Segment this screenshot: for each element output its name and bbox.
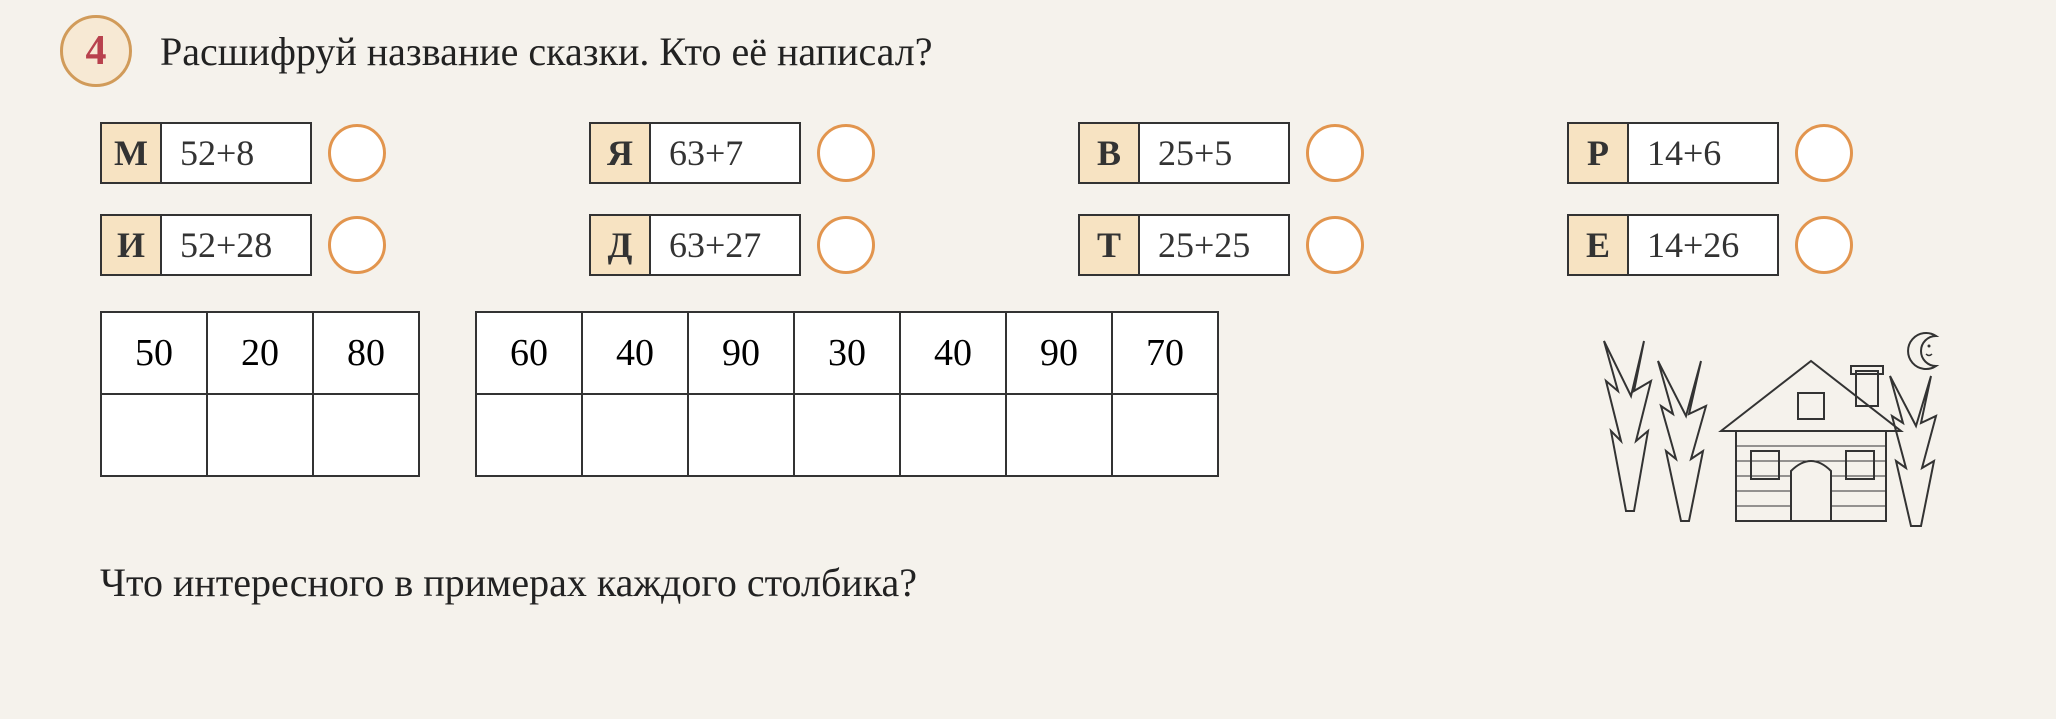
equation-block: М 52+8 xyxy=(100,122,489,184)
letter-box: Е xyxy=(1567,214,1629,276)
expression-box: 14+26 xyxy=(1629,214,1779,276)
header-cell: 90 xyxy=(1006,312,1112,394)
letter-box: И xyxy=(100,214,162,276)
answer-cell[interactable] xyxy=(688,394,794,476)
header-cell: 90 xyxy=(688,312,794,394)
equation-block: Р 14+6 xyxy=(1567,122,1956,184)
answer-circle[interactable] xyxy=(1306,124,1364,182)
answer-circle[interactable] xyxy=(1795,216,1853,274)
equation-block: В 25+5 xyxy=(1078,122,1467,184)
header-cell: 50 xyxy=(101,312,207,394)
answer-cell[interactable] xyxy=(1006,394,1112,476)
answer-cell[interactable] xyxy=(794,394,900,476)
equation-block: Я 63+7 xyxy=(589,122,978,184)
header-cell: 40 xyxy=(582,312,688,394)
answer-cell[interactable] xyxy=(476,394,582,476)
answer-cell[interactable] xyxy=(1112,394,1218,476)
answer-cell[interactable] xyxy=(101,394,207,476)
header-cell: 80 xyxy=(313,312,419,394)
answer-circle[interactable] xyxy=(328,216,386,274)
equation-block: Д 63+27 xyxy=(589,214,978,276)
task-number-badge: 4 xyxy=(60,15,132,87)
header-cell: 30 xyxy=(794,312,900,394)
answer-cell[interactable] xyxy=(207,394,313,476)
answer-cell[interactable] xyxy=(900,394,1006,476)
answer-cell[interactable] xyxy=(313,394,419,476)
equation-block: И 52+28 xyxy=(100,214,489,276)
expression-box: 14+6 xyxy=(1629,122,1779,184)
decode-table-1: 50 20 80 xyxy=(100,311,420,477)
bottom-section: 50 20 80 60 40 90 30 40 90 70 xyxy=(100,311,1956,541)
header-cell: 70 xyxy=(1112,312,1218,394)
expression-box: 52+28 xyxy=(162,214,312,276)
letter-box: Р xyxy=(1567,122,1629,184)
expression-box: 25+5 xyxy=(1140,122,1290,184)
expression-box: 63+7 xyxy=(651,122,801,184)
decode-table-2: 60 40 90 30 40 90 70 xyxy=(475,311,1219,477)
equations-grid: М 52+8 Я 63+7 В 25+5 Р 14+6 И 52+28 Д 63… xyxy=(100,122,1956,276)
header-cell: 60 xyxy=(476,312,582,394)
answer-circle[interactable] xyxy=(328,124,386,182)
answer-circle[interactable] xyxy=(1306,216,1364,274)
header-cell: 40 xyxy=(900,312,1006,394)
letter-box: В xyxy=(1078,122,1140,184)
letter-box: Д xyxy=(589,214,651,276)
header-cell: 20 xyxy=(207,312,313,394)
expression-box: 52+8 xyxy=(162,122,312,184)
equation-block: Е 14+26 xyxy=(1567,214,1956,276)
answer-circle[interactable] xyxy=(1795,124,1853,182)
answer-circle[interactable] xyxy=(817,124,875,182)
house-illustration xyxy=(1596,311,1956,541)
footer-question: Что интересного в примерах каждого столб… xyxy=(100,559,1956,606)
expression-box: 25+25 xyxy=(1140,214,1290,276)
letter-box: Я xyxy=(589,122,651,184)
equation-block: Т 25+25 xyxy=(1078,214,1467,276)
expression-box: 63+27 xyxy=(651,214,801,276)
letter-box: Т xyxy=(1078,214,1140,276)
task-title: Расшифруй название сказки. Кто её написа… xyxy=(160,28,933,75)
answer-cell[interactable] xyxy=(582,394,688,476)
answer-circle[interactable] xyxy=(817,216,875,274)
letter-box: М xyxy=(100,122,162,184)
